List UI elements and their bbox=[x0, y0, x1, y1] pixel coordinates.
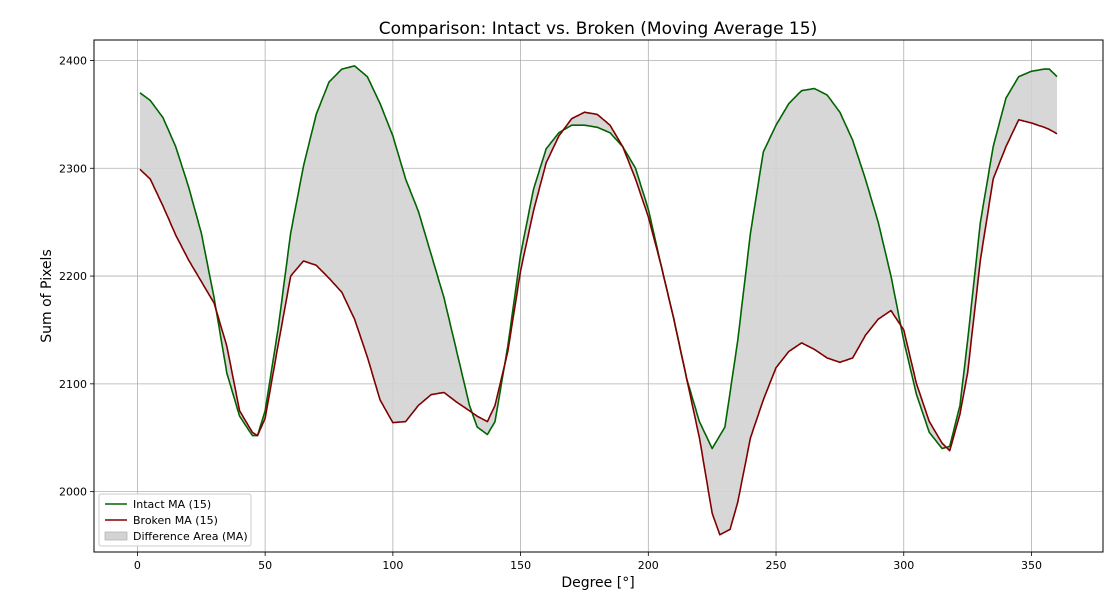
y-tick-label: 2000 bbox=[59, 486, 87, 499]
y-axis-label: Sum of Pixels bbox=[39, 249, 55, 342]
x-tick-label: 300 bbox=[893, 559, 914, 572]
legend-box bbox=[98, 493, 252, 547]
x-tick-label: 250 bbox=[766, 559, 787, 572]
plot-frame bbox=[93, 39, 1104, 553]
difference-area bbox=[140, 65, 1057, 535]
x-axis-label: Degree [°] bbox=[561, 575, 634, 591]
x-tick-label: 100 bbox=[382, 559, 403, 572]
legend-label-difference: Difference Area (MA) bbox=[133, 530, 248, 543]
intact-series-line bbox=[139, 65, 1058, 450]
legend: Intact MA (15) Broken MA (15) Difference… bbox=[98, 493, 252, 547]
x-tick-label: 150 bbox=[510, 559, 531, 572]
chart-title: Comparison: Intact vs. Broken (Moving Av… bbox=[379, 19, 817, 39]
legend-label-intact: Intact MA (15) bbox=[133, 498, 211, 511]
broken-series-line bbox=[139, 111, 1058, 536]
x-tick-label: 200 bbox=[638, 559, 659, 572]
x-tick-label: 350 bbox=[1021, 559, 1042, 572]
x-tick-label: 0 bbox=[134, 559, 141, 572]
y-tick-label: 2300 bbox=[59, 162, 87, 175]
x-tick-label: 50 bbox=[258, 559, 272, 572]
legend-label-broken: Broken MA (15) bbox=[133, 514, 218, 527]
y-tick-label: 2100 bbox=[59, 378, 87, 391]
y-tick-label: 2200 bbox=[59, 270, 87, 283]
y-tick-label: 2400 bbox=[59, 54, 87, 67]
legend-swatch-difference bbox=[104, 531, 128, 541]
